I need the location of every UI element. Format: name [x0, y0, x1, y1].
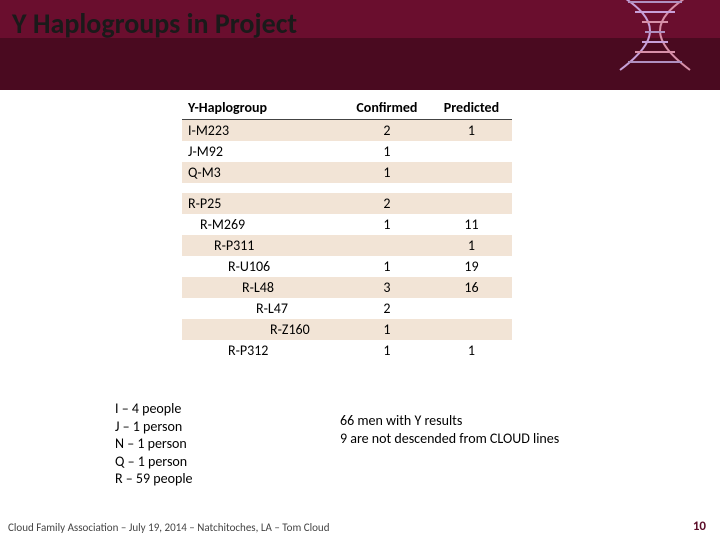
summary-line: 66 men with Y results [340, 412, 559, 430]
table-row: R-P252 [182, 193, 512, 214]
table-row: I-M22321 [182, 120, 512, 142]
cell-label: J-M92 [182, 141, 343, 162]
summary-line: 9 are not descended from CLOUD lines [340, 430, 559, 448]
footer-text: Cloud Family Association – July 19, 2014… [8, 521, 330, 534]
summary-line: R – 59 people [115, 470, 193, 488]
table-header-row: Y-Haplogroup Confirmed Predicted [182, 96, 512, 120]
table-row: R-U106119 [182, 256, 512, 277]
cell-predicted: 1 [431, 235, 512, 256]
page-number: 10 [693, 519, 706, 534]
col-confirmed: Confirmed [343, 96, 431, 120]
cell-confirmed: 1 [343, 162, 431, 183]
cell-confirmed: 1 [343, 340, 431, 361]
summary-line: N – 1 person [115, 435, 193, 453]
cell-predicted: 1 [431, 340, 512, 361]
summary-line: I – 4 people [115, 400, 193, 418]
summary-line: J – 1 person [115, 418, 193, 436]
cell-label: R-Z160 [182, 319, 343, 340]
table-row: R-L472 [182, 298, 512, 319]
gap-cell [182, 183, 512, 193]
cell-predicted: 11 [431, 214, 512, 235]
cell-label: I-M223 [182, 120, 343, 142]
cell-label: Q-M3 [182, 162, 343, 183]
page-title: Y Haplogroups in Project [12, 6, 297, 41]
table-row: Q-M31 [182, 162, 512, 183]
cell-predicted [431, 162, 512, 183]
table-row: R-L48316 [182, 277, 512, 298]
col-haplogroup: Y-Haplogroup [182, 96, 343, 120]
cell-label: R-L48 [182, 277, 343, 298]
cell-confirmed: 3 [343, 277, 431, 298]
summary-right: 66 men with Y results 9 are not descende… [340, 412, 559, 447]
table-row: R-Z1601 [182, 319, 512, 340]
cell-predicted: 1 [431, 120, 512, 142]
cell-predicted [431, 298, 512, 319]
summary-left: I – 4 people J – 1 person N – 1 person Q… [115, 400, 193, 488]
table-row [182, 183, 512, 193]
summary-line: Q – 1 person [115, 453, 193, 471]
cell-confirmed: 1 [343, 256, 431, 277]
table-row: R-M269111 [182, 214, 512, 235]
col-predicted: Predicted [431, 96, 512, 120]
cell-confirmed: 2 [343, 193, 431, 214]
cell-label: R-P312 [182, 340, 343, 361]
cell-confirmed: 1 [343, 214, 431, 235]
cell-label: R-P311 [182, 235, 343, 256]
cell-confirmed: 2 [343, 298, 431, 319]
cell-label: R-P25 [182, 193, 343, 214]
cell-predicted [431, 319, 512, 340]
haplogroup-table: Y-Haplogroup Confirmed Predicted I-M2232… [182, 96, 512, 361]
cell-label: R-M269 [182, 214, 343, 235]
cell-label: R-L47 [182, 298, 343, 319]
cell-predicted [431, 141, 512, 162]
table-row: R-P31211 [182, 340, 512, 361]
dna-helix-icon [600, 0, 710, 90]
cell-confirmed: 1 [343, 319, 431, 340]
cell-confirmed: 2 [343, 120, 431, 142]
cell-confirmed [343, 235, 431, 256]
cell-predicted [431, 193, 512, 214]
cell-label: R-U106 [182, 256, 343, 277]
cell-predicted: 16 [431, 277, 512, 298]
cell-confirmed: 1 [343, 141, 431, 162]
cell-predicted: 19 [431, 256, 512, 277]
table-row: R-P311 1 [182, 235, 512, 256]
table-row: J-M921 [182, 141, 512, 162]
